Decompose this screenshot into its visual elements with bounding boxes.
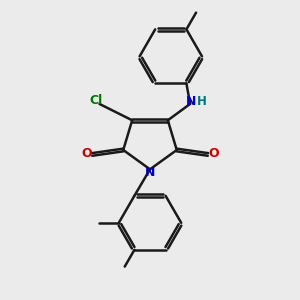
Text: N: N	[185, 95, 196, 108]
Text: H: H	[196, 95, 206, 108]
Text: O: O	[208, 147, 219, 161]
Text: Cl: Cl	[90, 94, 103, 107]
Text: O: O	[81, 147, 92, 161]
Text: N: N	[145, 166, 155, 179]
